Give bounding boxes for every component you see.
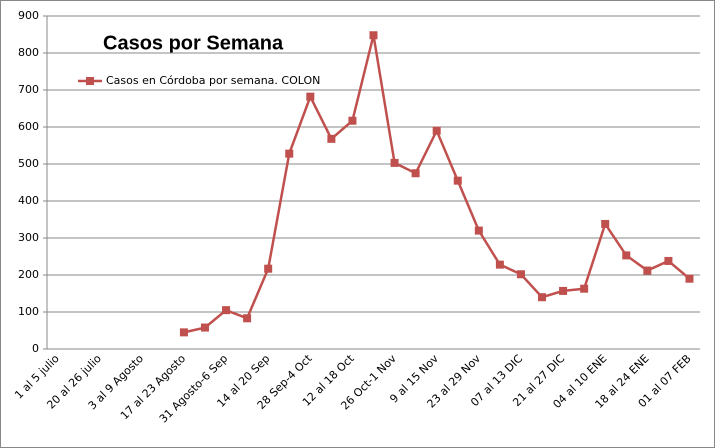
point-marker xyxy=(411,169,420,178)
y-tick-label: 700 xyxy=(18,83,39,96)
y-tick-label: 300 xyxy=(18,231,39,244)
y-tick-label: 0 xyxy=(32,342,39,355)
point-marker xyxy=(516,270,525,279)
y-tick-label: 600 xyxy=(18,120,39,133)
point-marker xyxy=(327,134,336,143)
y-tick-label: 200 xyxy=(18,268,39,281)
point-marker xyxy=(474,226,483,235)
point-marker xyxy=(453,176,462,185)
y-tick-label: 500 xyxy=(18,157,39,170)
point-marker xyxy=(390,158,399,167)
point-marker xyxy=(622,251,631,260)
y-tick-label: 800 xyxy=(18,46,39,59)
point-marker xyxy=(685,274,694,283)
chart-title: Casos por Semana xyxy=(103,32,284,54)
y-tick-label: 100 xyxy=(18,305,39,318)
point-marker xyxy=(601,219,610,228)
point-marker xyxy=(179,328,188,337)
point-marker xyxy=(369,31,378,40)
legend-label: Casos en Córdoba por semana. COLON xyxy=(106,74,320,87)
point-marker xyxy=(643,266,652,275)
point-marker xyxy=(559,286,568,295)
point-marker xyxy=(306,92,315,101)
point-marker xyxy=(222,306,231,315)
point-marker xyxy=(432,126,441,135)
y-tick-label: 400 xyxy=(18,194,39,207)
y-tick-label: 900 xyxy=(18,9,39,22)
point-marker xyxy=(580,284,589,293)
point-marker xyxy=(348,116,357,125)
legend-marker xyxy=(86,77,94,85)
point-marker xyxy=(200,323,209,332)
point-marker xyxy=(264,264,273,273)
point-marker xyxy=(664,256,673,265)
point-marker xyxy=(243,314,252,323)
point-marker xyxy=(495,260,504,269)
point-marker xyxy=(285,149,294,158)
point-marker xyxy=(538,293,547,302)
